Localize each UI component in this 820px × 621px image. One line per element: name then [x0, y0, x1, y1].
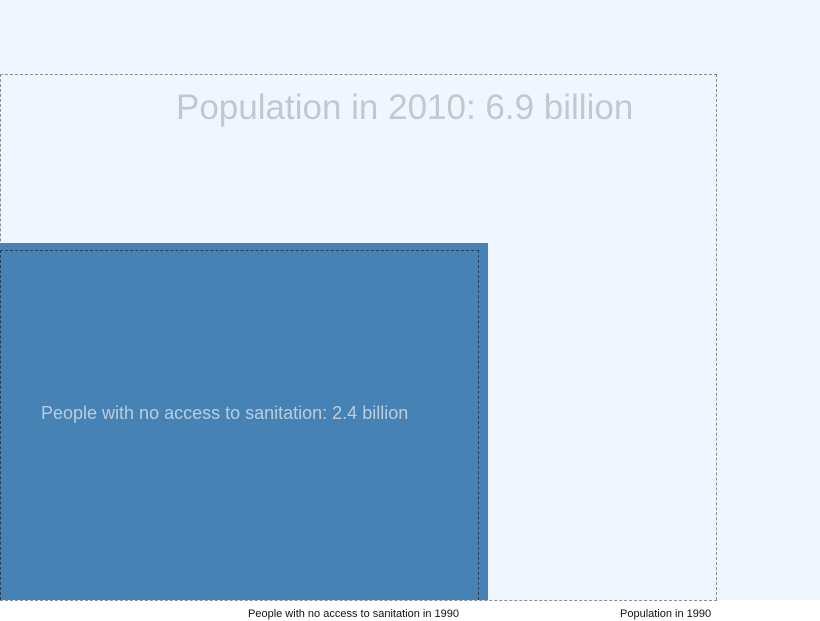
population-2010-label: Population in 2010: 6.9 billion — [176, 88, 634, 127]
baseline-dashed-line — [0, 600, 717, 601]
no-sanitation-1990-caption: People with no access to sanitation in 1… — [248, 608, 459, 620]
no-sanitation-2010-block — [0, 243, 488, 600]
population-1990-caption: Population in 1990 — [620, 608, 712, 620]
no-sanitation-1990-outline — [0, 250, 479, 600]
no-sanitation-label: People with no access to sanitation: 2.4… — [41, 403, 409, 423]
